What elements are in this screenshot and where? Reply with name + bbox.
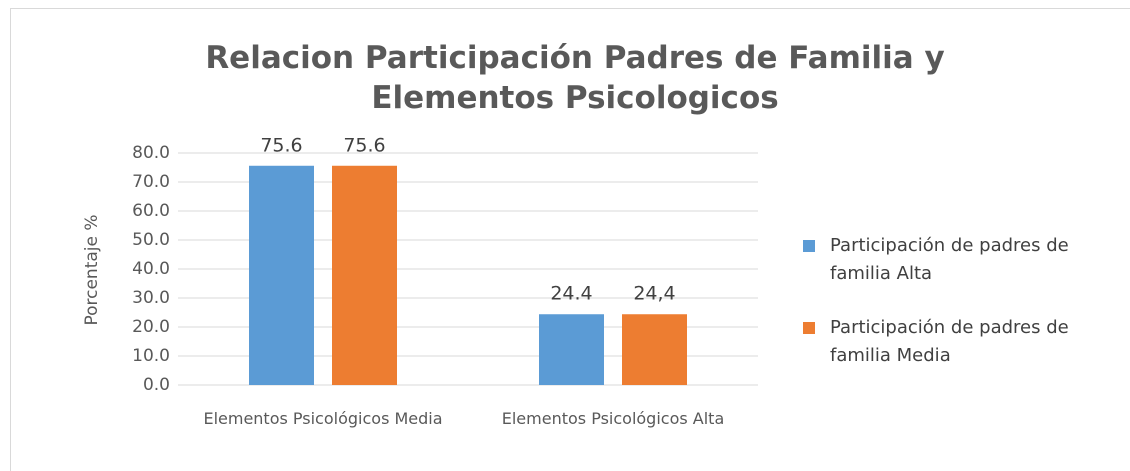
y-tick-label: 0.0 bbox=[143, 375, 170, 395]
y-tick-label: 70.0 bbox=[132, 172, 170, 192]
legend-label: Participación de padres de familia Alta bbox=[830, 235, 1069, 284]
bar bbox=[539, 314, 604, 385]
chart-frame bbox=[10, 8, 1130, 471]
data-label: 75.6 bbox=[343, 134, 385, 156]
legend-label: Participación de padres de familia Media bbox=[830, 317, 1069, 366]
chart-title: Relacion Participación Padres de Familia… bbox=[205, 40, 945, 116]
y-tick-label: 60.0 bbox=[132, 201, 170, 221]
bar bbox=[249, 165, 314, 385]
y-tick-label: 30.0 bbox=[132, 288, 170, 308]
legend-swatch bbox=[803, 240, 815, 252]
data-label: 75.6 bbox=[260, 134, 302, 156]
bar bbox=[332, 165, 397, 385]
y-tick-label: 50.0 bbox=[132, 230, 170, 250]
data-label: 24.4 bbox=[550, 283, 592, 305]
y-axis-label: Porcentaje % bbox=[82, 214, 102, 325]
x-tick-label: Elementos Psicológicos Media bbox=[203, 409, 443, 428]
legend-swatch bbox=[803, 322, 815, 334]
y-tick-label: 10.0 bbox=[132, 346, 170, 366]
y-tick-label: 80.0 bbox=[132, 143, 170, 163]
data-label: 24,4 bbox=[633, 283, 675, 305]
y-tick-label: 40.0 bbox=[132, 259, 170, 279]
x-tick-label: Elementos Psicológicos Alta bbox=[501, 409, 725, 428]
bar bbox=[622, 314, 687, 385]
y-tick-label: 20.0 bbox=[132, 317, 170, 337]
